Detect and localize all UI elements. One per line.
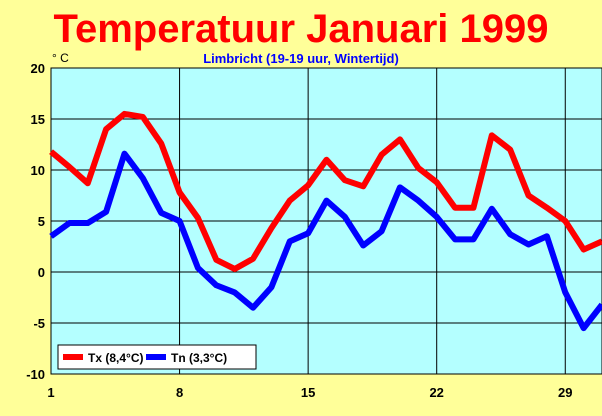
x-tick-label: 22 bbox=[429, 385, 443, 400]
y-tick-label: 15 bbox=[31, 112, 45, 127]
legend: Tx (8,4°C) Tn (3,3°C) bbox=[57, 344, 257, 370]
axis-ticks: 20 15 10 5 0 -5 -101 8 15 22 29 bbox=[26, 61, 572, 400]
series-layer bbox=[49, 110, 602, 332]
chart-subtitle: Limbricht (19-19 uur, Wintertijd) bbox=[203, 51, 399, 66]
x-tick-label: 29 bbox=[558, 385, 572, 400]
x-tick-label: 15 bbox=[301, 385, 315, 400]
x-tick-label: 1 bbox=[47, 385, 54, 400]
series-line-1 bbox=[49, 150, 602, 332]
y-tick-label: 10 bbox=[31, 163, 45, 178]
y-tick-label: 5 bbox=[38, 214, 45, 229]
series-line-0 bbox=[49, 110, 602, 272]
legend-label-tn: Tn (3,3°C) bbox=[171, 351, 227, 365]
x-tick-label: 8 bbox=[176, 385, 183, 400]
y-axis-unit: ° C bbox=[52, 51, 69, 65]
chart-title: Temperatuur Januari 1999 bbox=[53, 7, 548, 51]
legend-label-tx: Tx (8,4°C) bbox=[88, 351, 143, 365]
y-tick-label: -10 bbox=[26, 367, 45, 382]
y-tick-label: -5 bbox=[33, 316, 45, 331]
y-tick-label: 20 bbox=[31, 61, 45, 76]
y-tick-label: 0 bbox=[38, 265, 45, 280]
